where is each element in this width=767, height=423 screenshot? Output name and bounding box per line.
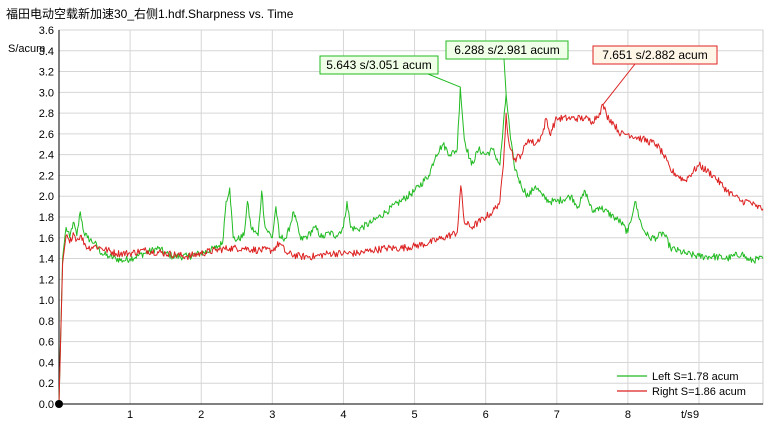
chart-title: 福田电动空载新加速30_右侧1.hdf.Sharpness vs. Time [6,7,294,21]
annotation-callout[interactable]: 6.288 s/2.981 acum [445,40,569,95]
x-tick-label: 8 [625,409,631,421]
legend-label: Left S=1.78 acum [652,371,739,383]
origin-marker[interactable] [55,400,63,408]
annotation-callout[interactable]: 7.651 s/2.882 acum [592,45,718,105]
y-tick-label: 0.8 [39,316,54,328]
y-tick-label: 1.2 [39,274,54,286]
annotation-label: 7.651 s/2.882 acum [602,48,707,62]
y-tick-label: 3.6 [39,25,54,37]
y-axis-label: S/acum [8,43,45,55]
grid [58,29,764,405]
y-tick-label: 3.2 [39,67,54,79]
x-tick-label: 1 [127,409,133,421]
x-tick-label: 3 [269,409,275,421]
legend-item[interactable]: Left S=1.78 acum [617,371,739,383]
y-tick-label: 2.4 [39,150,54,162]
y-tick-label: 3.4 [39,46,54,58]
y-tick-label: 3.0 [39,87,54,99]
y-tick-label: 2.0 [39,191,54,203]
annotation-callout[interactable]: 5.643 s/3.051 acum [319,55,461,88]
y-tick-label: 2.2 [39,170,54,182]
x-tick-label: 4 [340,409,346,421]
x-tick-label: 9 [693,409,699,421]
series-line-left [58,86,764,405]
legend: Left S=1.78 acum Right S=1.86 acum [617,371,746,398]
y-tick-label: 0.4 [39,357,54,369]
annotation-label: 5.643 s/3.051 acum [326,58,431,72]
y-tick-label: 1.4 [39,254,54,266]
legend-item[interactable]: Right S=1.86 acum [617,386,746,398]
y-tick-label: 1.8 [39,212,54,224]
series-line-right [58,103,764,405]
legend-label: Right S=1.86 acum [652,386,746,398]
y-tick-label: 2.6 [39,129,54,141]
y-tick-label: 1.6 [39,233,54,245]
x-tick-labels: 1 2 3 4 5 6 7 8 9 [127,409,699,421]
y-tick-label: 0.6 [39,337,54,349]
annotations: 5.643 s/3.051 acum 6.288 s/2.981 acum 7.65… [319,40,718,105]
x-tick-label: 2 [198,409,204,421]
x-tick-label: 7 [554,409,560,421]
y-tick-label: 0.2 [39,378,54,390]
y-tick-labels: 0.0 0.2 0.4 0.6 0.8 1.0 1.2 1.4 1.6 1.8 2.0 2.2 2.4 2… [39,25,54,411]
series-lines [58,86,764,405]
y-tick-label: 0.0 [39,399,54,411]
y-tick-label: 2.8 [39,108,54,120]
x-tick-label: 6 [483,409,489,421]
x-axis-label: t/s [681,409,693,421]
x-tick-label: 5 [411,409,417,421]
y-tick-label: 1.0 [39,295,54,307]
annotation-label: 6.288 s/2.981 acum [454,43,559,57]
